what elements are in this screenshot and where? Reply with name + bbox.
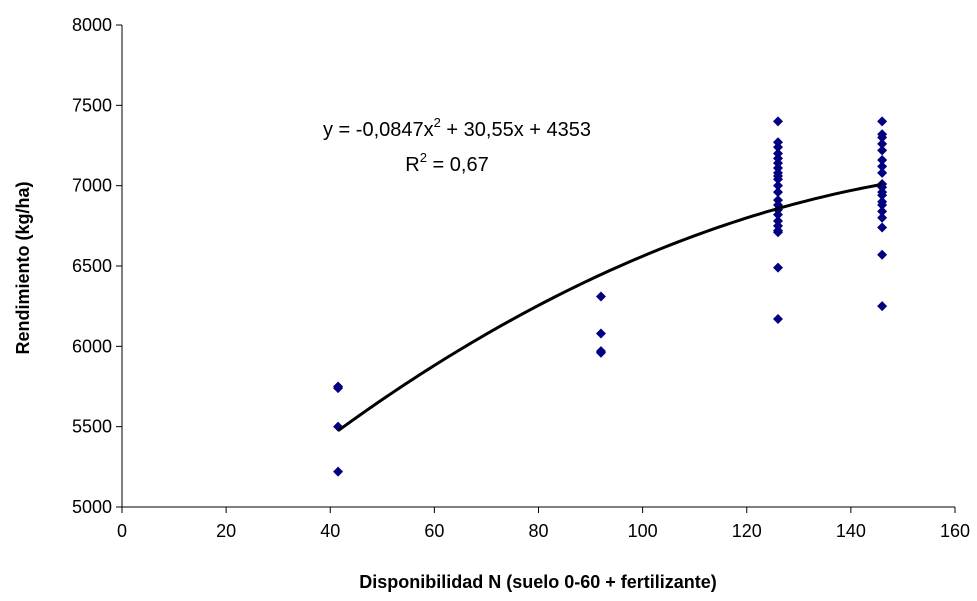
data-point bbox=[877, 116, 888, 127]
y-tick-label: 6500 bbox=[72, 256, 112, 276]
data-point bbox=[877, 167, 888, 178]
x-tick-label: 0 bbox=[117, 521, 127, 541]
data-point bbox=[877, 199, 888, 210]
data-point bbox=[772, 180, 783, 191]
y-tick-label: 5500 bbox=[72, 417, 112, 437]
data-point bbox=[877, 212, 888, 223]
data-point bbox=[772, 262, 783, 273]
equation-exponent: 2 bbox=[434, 115, 441, 130]
x-tick-label: 120 bbox=[732, 521, 762, 541]
data-point bbox=[595, 291, 606, 302]
equation-part-a: y = -0,0847x bbox=[323, 119, 434, 141]
y-tick-label: 8000 bbox=[72, 15, 112, 35]
x-axis-title: Disponibilidad N (suelo 0-60 + fertiliza… bbox=[359, 572, 717, 592]
r2-part-b: = 0,67 bbox=[427, 154, 489, 176]
plot-area: 5000 5500 6000 6500 7000 7500 8000 0 20 40 60 80 10… bbox=[72, 15, 970, 541]
data-point bbox=[772, 142, 783, 153]
x-tick-label: 60 bbox=[424, 521, 444, 541]
data-point bbox=[877, 145, 888, 156]
trendline bbox=[337, 182, 883, 432]
x-tick-label: 40 bbox=[320, 521, 340, 541]
data-point bbox=[595, 328, 606, 339]
data-point bbox=[877, 206, 888, 217]
x-tick-label: 160 bbox=[940, 521, 970, 541]
x-tick-label: 100 bbox=[628, 521, 658, 541]
data-point bbox=[877, 161, 888, 172]
data-point bbox=[333, 381, 344, 392]
equation-part-b: + 30,55x + 4353 bbox=[441, 119, 591, 141]
x-ticks: 0 20 40 60 80 100 120 140 160 bbox=[117, 507, 970, 541]
r-squared-label: R2 = 0,67 bbox=[405, 150, 488, 176]
data-point bbox=[877, 222, 888, 233]
data-point bbox=[877, 301, 888, 312]
y-tick-label: 6000 bbox=[72, 336, 112, 356]
data-point bbox=[877, 138, 888, 149]
data-point bbox=[877, 190, 888, 201]
x-tick-label: 140 bbox=[836, 521, 866, 541]
data-point bbox=[877, 249, 888, 260]
r2-exponent: 2 bbox=[420, 150, 427, 165]
data-point bbox=[772, 187, 783, 198]
data-point bbox=[772, 314, 783, 325]
x-tick-label: 20 bbox=[216, 521, 236, 541]
data-point bbox=[877, 132, 888, 143]
data-point bbox=[877, 154, 888, 165]
data-point bbox=[333, 466, 344, 477]
y-tick-label: 7000 bbox=[72, 176, 112, 196]
y-tick-label: 5000 bbox=[72, 497, 112, 517]
y-tick-label: 7500 bbox=[72, 95, 112, 115]
data-point bbox=[772, 174, 783, 185]
data-point bbox=[772, 116, 783, 127]
y-ticks: 5000 5500 6000 6500 7000 7500 8000 bbox=[72, 15, 122, 517]
x-tick-label: 80 bbox=[528, 521, 548, 541]
data-point bbox=[772, 227, 783, 238]
y-axis-title: Rendimiento (kg/ha) bbox=[13, 181, 33, 354]
trendline-equation: y = -0,0847x2 + 30,55x + 4353 bbox=[323, 115, 591, 141]
data-point bbox=[595, 347, 606, 358]
r2-part-a: R bbox=[405, 154, 419, 176]
